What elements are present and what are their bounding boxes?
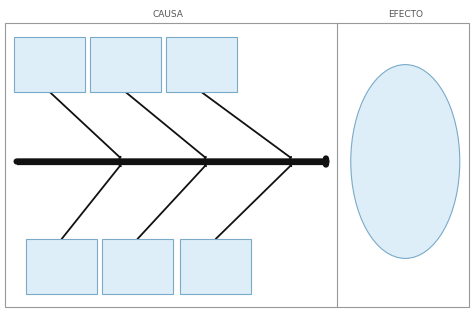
FancyBboxPatch shape xyxy=(90,37,161,92)
FancyBboxPatch shape xyxy=(14,37,85,92)
Text: Categorias: Categorias xyxy=(117,262,158,271)
Text: Categorias: Categorias xyxy=(41,262,82,271)
Text: Problema: Problema xyxy=(377,155,433,168)
Text: EFECTO: EFECTO xyxy=(388,10,423,19)
Text: CAUSA: CAUSA xyxy=(153,10,184,19)
FancyBboxPatch shape xyxy=(180,239,251,294)
FancyBboxPatch shape xyxy=(26,239,97,294)
Text: Categorias: Categorias xyxy=(105,60,146,69)
Text: Categorias: Categorias xyxy=(181,60,222,69)
Text: Categorias: Categorias xyxy=(195,262,237,271)
FancyBboxPatch shape xyxy=(166,37,237,92)
FancyBboxPatch shape xyxy=(102,239,173,294)
Text: Categorias: Categorias xyxy=(29,60,71,69)
Ellipse shape xyxy=(351,65,460,258)
